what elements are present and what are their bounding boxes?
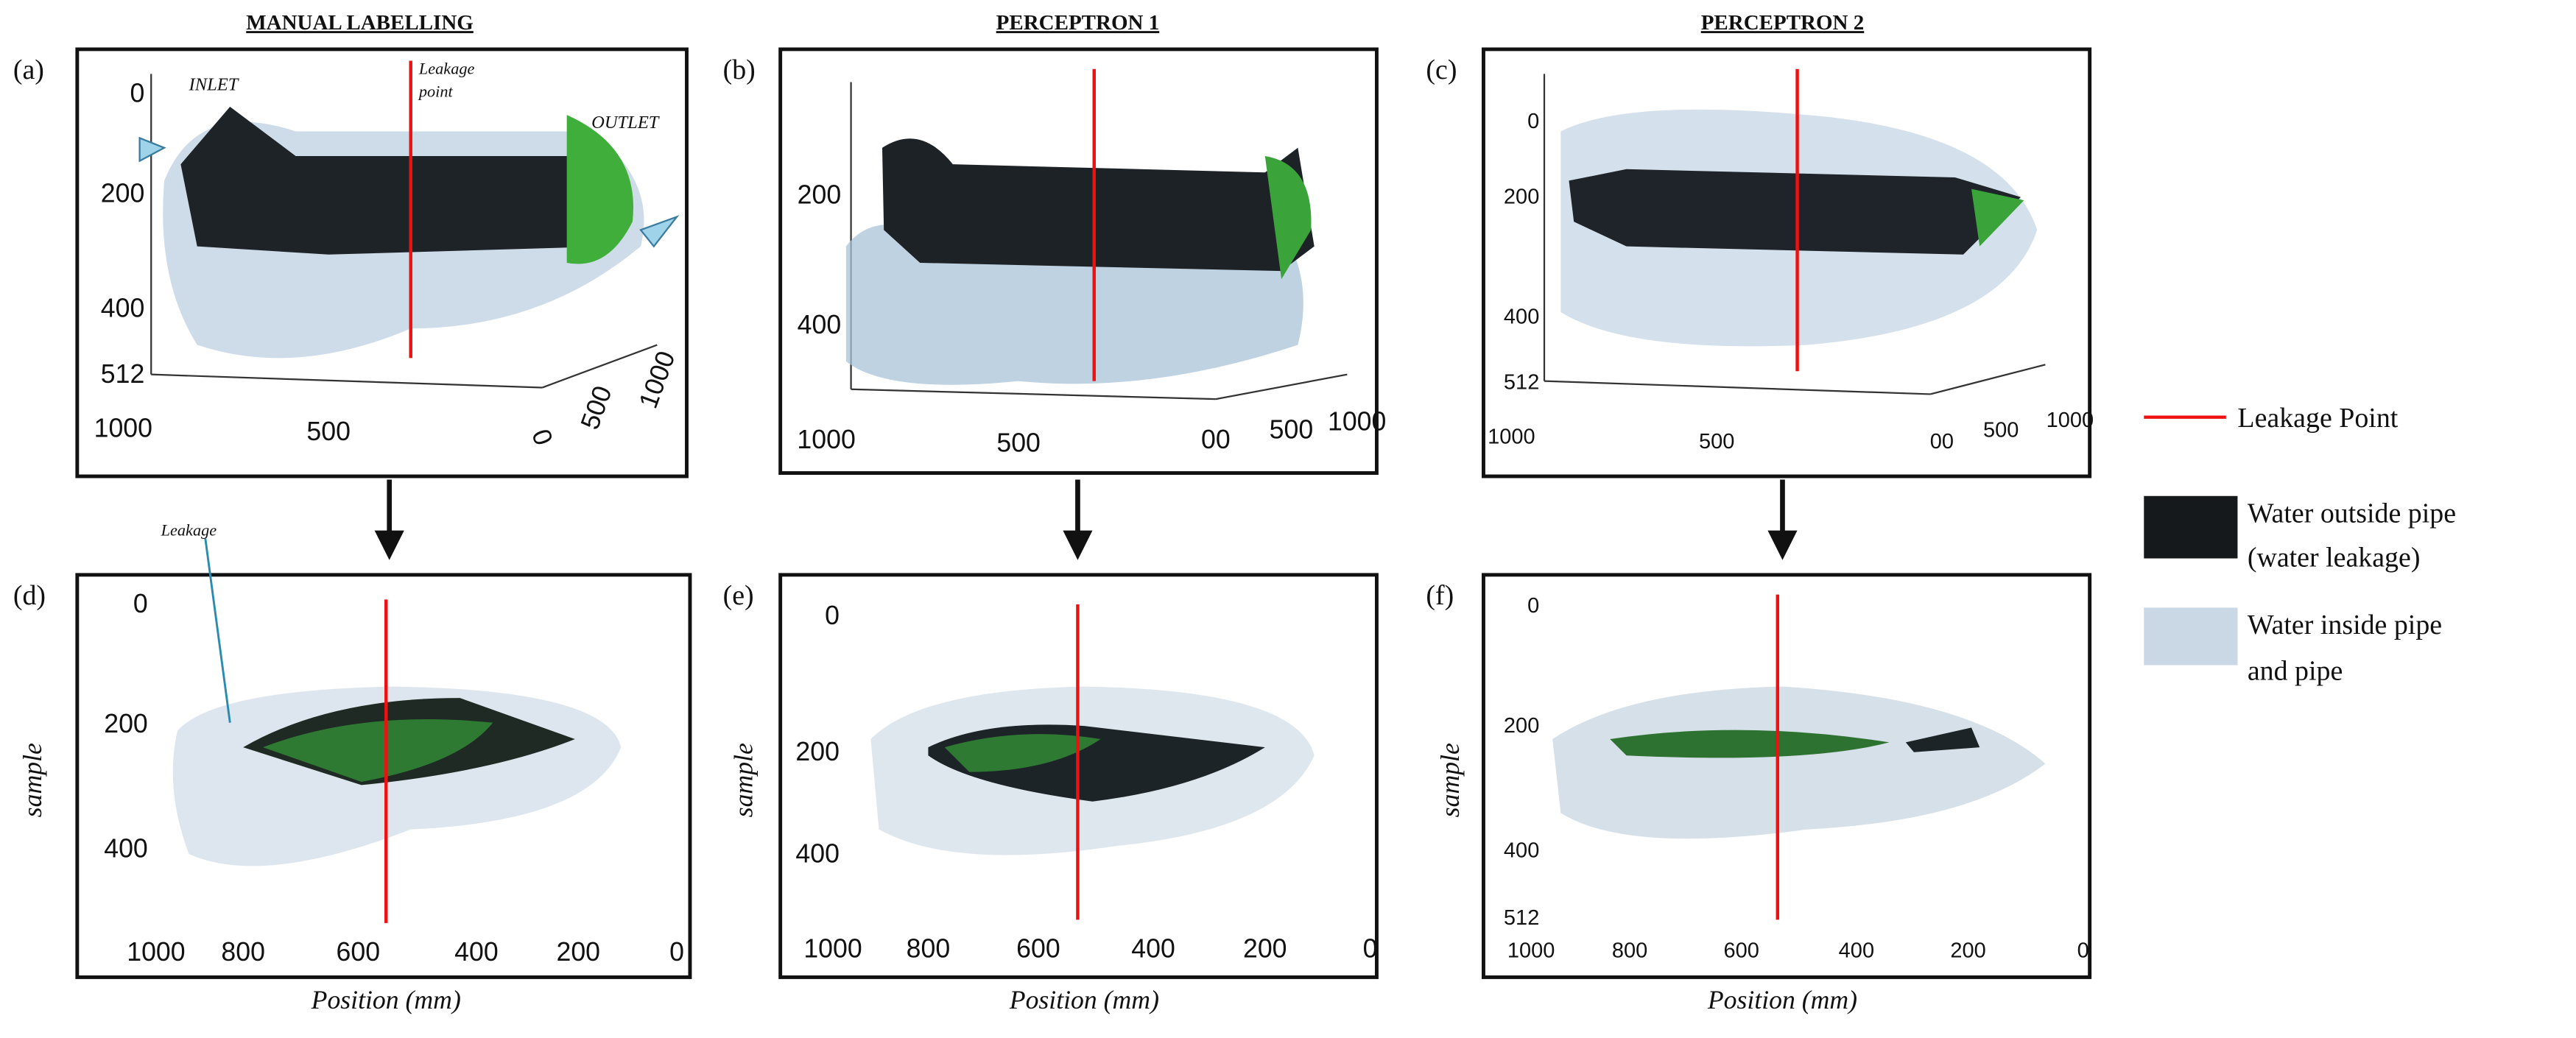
panel-label: (b) xyxy=(723,54,756,85)
legend-entry: and pipe xyxy=(2248,656,2343,687)
x-tick-label: 1000 xyxy=(633,347,681,412)
panel-label: (d) xyxy=(13,580,46,611)
x-axis-label: Position (mm) xyxy=(1707,985,1857,1014)
x-axis-label: Position (mm) xyxy=(311,985,461,1014)
y-tick-label: 0 xyxy=(1527,110,1539,133)
annotation: INLET xyxy=(189,75,240,95)
y-tick-label: 512 xyxy=(1504,371,1539,395)
annotation: point xyxy=(418,82,454,101)
y-tick-label: 400 xyxy=(1504,839,1539,863)
render-e xyxy=(870,604,1315,920)
y-tick-label: 200 xyxy=(795,737,840,766)
y-tick-label: 400 xyxy=(1504,306,1539,329)
panel-label: (c) xyxy=(1426,54,1457,85)
arrows xyxy=(374,479,1798,560)
y-tick-label: 200 xyxy=(101,178,145,208)
x-tick-label: 200 xyxy=(1950,939,1985,963)
x-tick-label: 500 xyxy=(306,417,351,446)
x-tick-label: 600 xyxy=(337,937,381,967)
x-tick-label: 500 xyxy=(1270,415,1314,445)
x-tick-label: 500 xyxy=(575,382,618,434)
y-tick-label: 400 xyxy=(795,838,840,868)
x-tick-label: 800 xyxy=(907,934,951,964)
x-tick-label: 1000 xyxy=(803,934,862,964)
y-tick-label: 400 xyxy=(798,310,842,339)
x-tick-label: 0 xyxy=(2077,939,2089,963)
x-tick-label: 0 xyxy=(1363,934,1378,964)
x-tick-label: 200 xyxy=(1243,934,1287,964)
legend-entry: (water leakage) xyxy=(2248,543,2421,573)
x-tick-label: 0 xyxy=(669,937,684,967)
x-tick-label: 1000 xyxy=(127,937,185,967)
y-tick-label: 400 xyxy=(101,294,145,323)
x-tick-label: 800 xyxy=(1612,939,1647,963)
x-tick-label: 500 xyxy=(1983,418,2019,442)
x-tick-label: 1000 xyxy=(94,413,152,442)
column-title: PERCEPTRON 2 xyxy=(1701,11,1865,35)
render-b xyxy=(845,68,1348,400)
x-tick-label: 1000 xyxy=(1328,407,1386,437)
panel-label: (e) xyxy=(723,580,754,611)
y-tick-label: 0 xyxy=(133,589,148,618)
legend-entry: Water outside pipe xyxy=(2248,498,2456,529)
x-tick-label: 500 xyxy=(1699,430,1734,453)
x-tick-label: 400 xyxy=(1131,934,1175,964)
y-tick-label: 200 xyxy=(104,709,148,738)
annotation: Leakage xyxy=(418,59,475,77)
annotation: Leakage xyxy=(161,520,217,539)
x-axis-label: Position (mm) xyxy=(1009,985,1159,1014)
x-tick-label: 400 xyxy=(1839,939,1874,963)
x-tick-label: 00 xyxy=(1930,430,1954,453)
panel-label: (f) xyxy=(1426,580,1454,611)
panel-label: (a) xyxy=(13,54,44,85)
annotation: OUTLET xyxy=(591,113,661,133)
y-tick-label: 200 xyxy=(1504,714,1539,738)
column-title: MANUAL LABELLING xyxy=(246,11,474,35)
x-tick-label: 0 xyxy=(526,426,558,449)
y-tick-label: 200 xyxy=(798,180,842,210)
render-f xyxy=(1552,594,2046,920)
x-tick-label: 800 xyxy=(221,937,265,967)
legend-swatches xyxy=(2144,415,2238,665)
y-tick-label: 0 xyxy=(1527,594,1539,618)
x-tick-label: 200 xyxy=(556,937,600,967)
y-tick-label: 512 xyxy=(1504,906,1539,930)
column-title: PERCEPTRON 1 xyxy=(996,11,1160,35)
x-tick-label: 1000 xyxy=(2047,409,2094,432)
x-tick-label: 1000 xyxy=(1488,425,1535,448)
x-tick-label: 600 xyxy=(1016,934,1060,964)
x-tick-label: 1000 xyxy=(797,425,855,454)
legend-entry: Leakage Point xyxy=(2237,403,2398,434)
render-d xyxy=(172,538,622,923)
x-tick-label: 500 xyxy=(996,428,1041,458)
y-tick-label: 0 xyxy=(825,601,840,630)
x-tick-label: 400 xyxy=(454,937,499,967)
y-tick-label: 512 xyxy=(101,359,145,389)
x-tick-label: 600 xyxy=(1724,939,1759,963)
y-tick-label: 400 xyxy=(104,834,148,864)
x-tick-label: 1000 xyxy=(1507,939,1555,963)
render-c xyxy=(1543,68,2046,395)
render-a xyxy=(138,60,680,389)
panel-frames xyxy=(75,47,2092,979)
y-tick-label: 0 xyxy=(130,78,144,107)
y-tick-label: 200 xyxy=(1504,186,1539,209)
legend-entry: Water inside pipe xyxy=(2248,610,2442,640)
y-axis-label: sample xyxy=(1435,743,1465,817)
y-axis-label: sample xyxy=(18,743,47,817)
y-axis-label: sample xyxy=(729,743,759,817)
x-tick-label: 00 xyxy=(1201,425,1231,454)
